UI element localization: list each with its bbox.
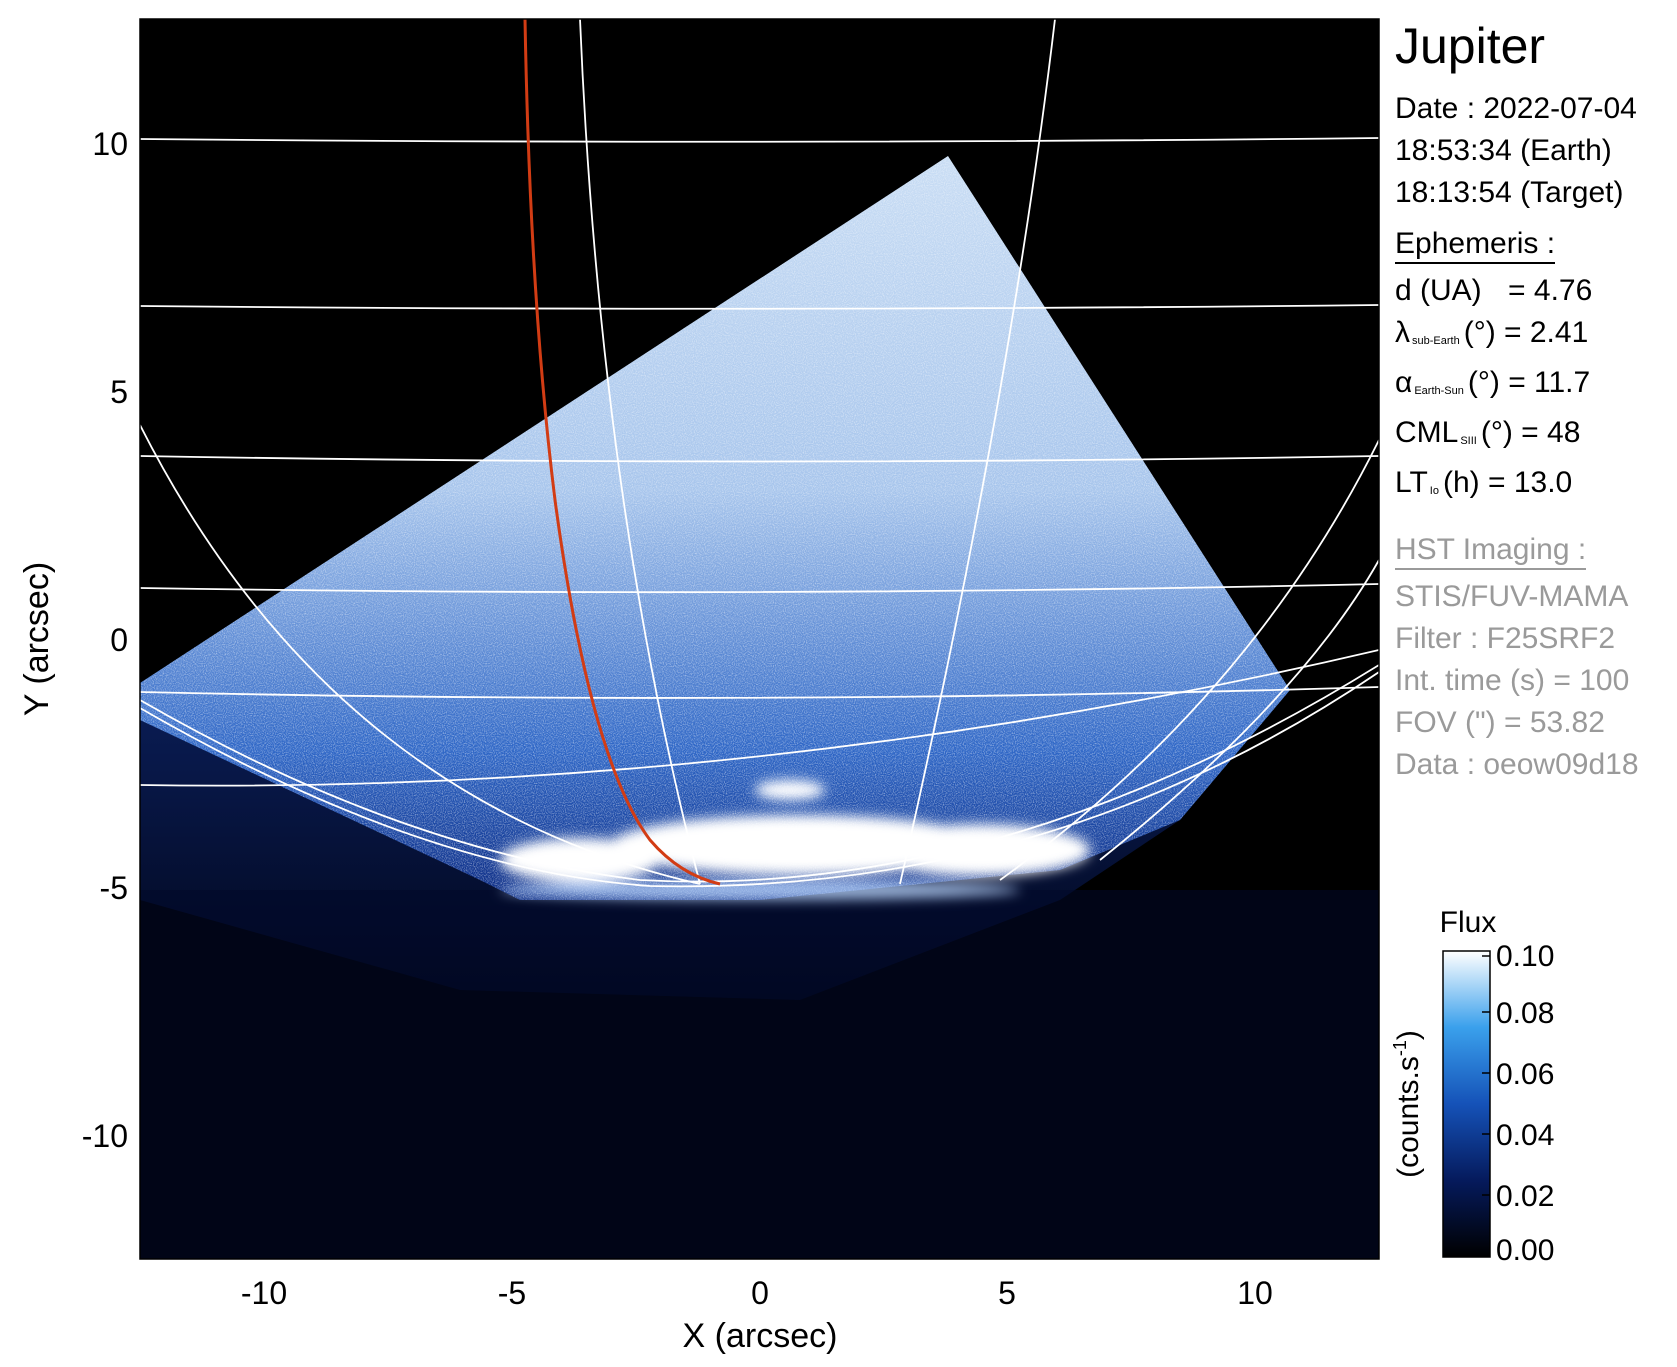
plot-frame (139, 18, 1380, 1260)
cml-subscript: SIII (1460, 435, 1477, 447)
x-axis-title: X (arcsec) (683, 1317, 838, 1355)
planet-title: Jupiter (1395, 18, 1546, 74)
longitude-grid (140, 19, 1379, 885)
y-axis-title: Y (arcsec) (18, 562, 56, 716)
instrument: STIS/FUV-MAMA (1395, 580, 1629, 613)
ephemeris-heading: Ephemeris : (1395, 226, 1556, 264)
distance-row: d (UA) = 4.76 (1395, 270, 1675, 312)
y-tick-label: 0 (110, 622, 128, 658)
distance-value: = 4.76 (1508, 274, 1593, 307)
latitude-grid (140, 137, 1379, 888)
cml-row: CML SIII (°) = 48 (1395, 412, 1675, 462)
x-tick-label: 5 (998, 1275, 1016, 1311)
colorbar-tick-label: 0.00 (1496, 1234, 1554, 1267)
distance-label: d (UA) (1395, 274, 1482, 307)
y-tick-label: -10 (82, 1118, 128, 1154)
colorbar-tick-label: 0.06 (1496, 1058, 1554, 1091)
cml-value: (°) = 48 (1480, 416, 1581, 449)
date-line: Date : 2022-07-04 (1395, 92, 1637, 125)
phase-angle-row: α Earth-Sun (°) = 11.7 (1395, 362, 1675, 412)
lt-value: (h) = 13.0 (1442, 466, 1573, 499)
filter: Filter : F25SRF2 (1395, 622, 1616, 655)
lt-symbol: LT (1395, 466, 1428, 499)
colorbar-title: Flux (1440, 906, 1497, 939)
alpha-subscript: Earth-Sun (1414, 385, 1464, 397)
colorbar-tick-label: 0.04 (1496, 1119, 1554, 1152)
colorbar-tick-label: 0.02 (1496, 1180, 1554, 1213)
y-tick-label: 5 (110, 374, 128, 410)
colorbar-unit-close: ) (1392, 1030, 1425, 1040)
lower-noise-band (140, 890, 1379, 1259)
x-tick-label: -10 (241, 1275, 287, 1311)
y-tick-label: -5 (100, 870, 128, 906)
colorbar-tick-label: 0.10 (1496, 940, 1554, 973)
x-tick-label: -5 (498, 1275, 526, 1311)
colorbar-tick-labels: 0.10 0.08 0.06 0.04 0.02 0.00 (1496, 940, 1554, 1267)
x-tick-label: 0 (751, 1275, 769, 1311)
colorbar-unit-sup: -1 (1390, 1040, 1410, 1056)
target-time: 18:13:54 (Target) (1395, 176, 1624, 209)
x-tick-labels: -10 -5 0 5 10 (241, 1275, 1273, 1311)
colorbar-unit: (counts.s-1) (1390, 1030, 1425, 1178)
x-tick-label: 10 (1237, 1275, 1273, 1311)
colorbar-tick-label: 0.08 (1496, 997, 1554, 1030)
lambda-symbol: λ (1395, 316, 1410, 349)
detector-wedge-noise (140, 156, 1290, 900)
colorbar (1442, 950, 1491, 1258)
lt-subscript: Io (1429, 485, 1439, 497)
y-tick-label: 10 (92, 126, 128, 162)
alpha-symbol: α (1395, 366, 1413, 399)
integration-time: Int. time (s) = 100 (1395, 664, 1630, 697)
info-panel: Jupiter Date : 2022-07-04 18:53:34 (Eart… (1395, 14, 1675, 786)
data-id: Data : oeow09d18 (1395, 748, 1639, 781)
sub-earth-latitude-row: λ sub-Earth (°) = 2.41 (1395, 312, 1675, 362)
hst-section: HST Imaging : STIS/FUV-MAMA Filter : F25… (1395, 512, 1675, 786)
colorbar-unit-text: (counts.s (1392, 1056, 1425, 1178)
lambda-value: (°) = 2.41 (1463, 316, 1589, 349)
earth-time: 18:53:34 (Earth) (1395, 134, 1612, 167)
hst-heading: HST Imaging : (1395, 532, 1587, 570)
local-time-row: LT Io (h) = 13.0 (1395, 462, 1675, 512)
colorbar-ticks (1482, 955, 1490, 1196)
alpha-value: (°) = 11.7 (1467, 366, 1591, 399)
field-of-view: FOV (") = 53.82 (1395, 706, 1605, 739)
highlight-meridian (523, 19, 721, 886)
lambda-subscript: sub-Earth (1412, 335, 1460, 347)
cml-symbol: CML (1395, 416, 1459, 449)
y-tick-labels: 10 5 0 -5 -10 (82, 126, 128, 1154)
